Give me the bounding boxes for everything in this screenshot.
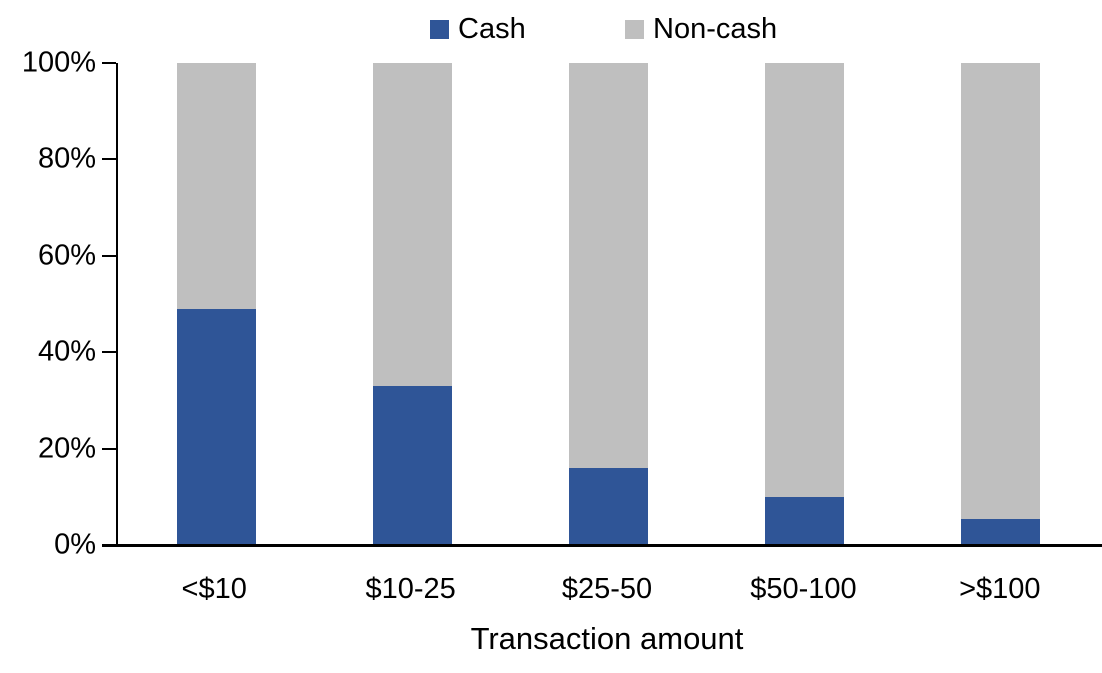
x-axis-category-label: <$10 (181, 573, 247, 605)
x-axis-title: Transaction amount (470, 621, 744, 656)
bar-group (510, 63, 706, 545)
legend-swatch-cash-icon (430, 19, 449, 39)
bar-segment-non-cash (372, 63, 452, 386)
legend-item-noncash: Non-cash (625, 12, 777, 46)
bar-group (314, 63, 510, 545)
bar-group (706, 63, 902, 545)
y-axis-tick-label: 20% (37, 432, 96, 465)
stacked-bar (960, 63, 1040, 545)
legend-label-noncash: Non-cash (653, 12, 778, 45)
stacked-bar (176, 63, 256, 545)
bar-segment-non-cash (176, 63, 256, 309)
x-axis-labels: <$10 $10-25 $25-50 $50-100 >$100 (116, 572, 1098, 607)
bar-segment-cash (372, 385, 452, 545)
bar-segment-non-cash (960, 63, 1040, 519)
x-axis-category-label: >$100 (959, 573, 1041, 605)
bar-group (902, 63, 1098, 545)
y-axis-tick (102, 158, 116, 161)
bar-segment-cash (176, 308, 256, 545)
y-axis-tick-label: 40% (37, 335, 96, 368)
y-axis-tick (102, 351, 116, 354)
bar-group (118, 63, 314, 545)
legend-label-cash: Cash (458, 12, 526, 45)
y-axis-tick (102, 62, 116, 64)
y-axis-tick-label: 60% (37, 239, 96, 272)
bar-segment-cash (568, 467, 648, 545)
x-axis-category-label: $50-100 (750, 573, 857, 605)
legend-item-cash: Cash (430, 12, 526, 46)
stacked-bar (568, 63, 648, 545)
bar-segment-cash (960, 518, 1040, 545)
bar-segment-non-cash (568, 63, 648, 468)
legend-swatch-noncash-icon (625, 19, 644, 39)
stacked-bar (764, 63, 844, 545)
x-axis-category-label: $10-25 (365, 573, 456, 605)
y-axis-tick-label: 80% (37, 142, 96, 175)
bar-segment-non-cash (764, 63, 844, 497)
stacked-bar (372, 63, 452, 545)
y-axis-tick (102, 447, 116, 450)
x-axis-category-label: $25-50 (561, 573, 653, 605)
y-axis-tick (102, 254, 116, 257)
y-axis-tick-label: 0% (54, 528, 96, 561)
y-axis-tick-label: 100% (21, 46, 96, 79)
bar-segment-cash (764, 496, 844, 545)
x-axis-line (102, 544, 1102, 547)
plot-area (116, 63, 1098, 545)
